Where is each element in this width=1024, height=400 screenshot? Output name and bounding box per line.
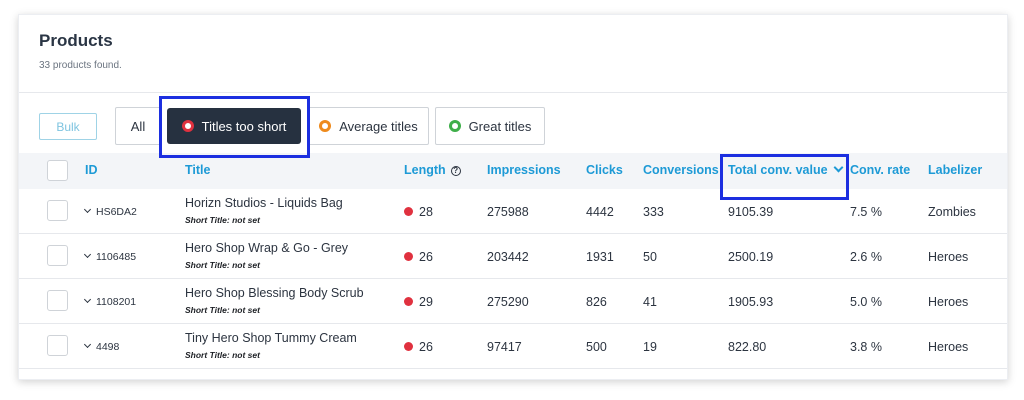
product-title: Hero Shop Wrap & Go - Grey	[185, 241, 349, 255]
filter-great-titles-label: Great titles	[468, 118, 532, 134]
row-id-value: 1108201	[96, 296, 137, 308]
filter-all-label: All	[130, 118, 146, 134]
red-status-dot-icon	[404, 342, 413, 351]
conv-rate-value: 7.5 %	[850, 205, 882, 219]
short-title: Short Title: not set	[185, 215, 260, 225]
conv-rate-value: 2.6 %	[850, 250, 882, 264]
title-length-value: 29	[419, 295, 433, 309]
title-length-value: 28	[419, 205, 433, 219]
conversions-value: 333	[643, 205, 664, 219]
column-header-id[interactable]: ID	[85, 163, 98, 177]
conv-rate-value: 3.8 %	[850, 340, 882, 354]
short-title: Short Title: not set	[185, 350, 260, 360]
bulk-button[interactable]: Bulk	[39, 113, 97, 140]
column-header-conversions[interactable]: Conversions	[643, 163, 719, 177]
title-length: 28	[404, 205, 433, 219]
expand-chevron-icon	[83, 295, 92, 304]
conv-rate-value: 5.0 %	[850, 295, 882, 309]
impressions-value: 97417	[487, 340, 522, 354]
orange-status-icon	[319, 120, 332, 132]
column-header-total-conv-value-label: Total conv. value	[728, 163, 828, 177]
product-title: Tiny Hero Shop Tummy Cream	[185, 331, 357, 345]
short-title: Short Title: not set	[185, 260, 260, 270]
row-checkbox[interactable]	[47, 290, 68, 311]
filter-titles-too-short-label: Titles too short	[201, 118, 287, 134]
clicks-value: 500	[586, 340, 607, 354]
conversions-value: 41	[643, 295, 657, 309]
row-id[interactable]: 1106485	[83, 250, 137, 263]
column-header-title[interactable]: Title	[185, 163, 211, 177]
title-length-value: 26	[419, 250, 433, 264]
labelizer-value: Heroes	[928, 295, 969, 309]
row-id[interactable]: 1108201	[83, 295, 137, 308]
products-card: Products 33 products found. Bulk All Tit…	[18, 14, 1008, 380]
help-icon[interactable]: ?	[450, 166, 461, 176]
total-conv-value: 9105.39	[728, 205, 774, 219]
red-status-dot-icon	[404, 297, 413, 306]
conversions-value: 19	[643, 340, 657, 354]
page-title: Products	[39, 31, 113, 50]
impressions-value: 275988	[487, 205, 529, 219]
clicks-value: 826	[586, 295, 607, 309]
filter-great-titles-button[interactable]: Great titles	[435, 107, 545, 145]
row-id-value: 4498	[96, 341, 120, 353]
labelizer-value: Heroes	[928, 340, 969, 354]
row-checkbox[interactable]	[47, 335, 68, 356]
table-row: 1106485 Hero Shop Wrap & Go - Grey Short…	[19, 234, 1007, 279]
product-title: Horizn Studios - Liquids Bag	[185, 196, 343, 210]
labelizer-value: Heroes	[928, 250, 969, 264]
table-row: HS6DA2 Horizn Studios - Liquids Bag Shor…	[19, 189, 1007, 234]
red-status-dot-icon	[404, 252, 413, 261]
table-header	[19, 153, 1007, 189]
sort-descending-icon	[833, 162, 844, 173]
column-header-labelizer[interactable]: Labelizer	[928, 163, 983, 177]
table-row: 1108201 Hero Shop Blessing Body Scrub Sh…	[19, 279, 1007, 324]
filter-all-button[interactable]: All	[115, 107, 161, 145]
clicks-value: 4442	[586, 205, 614, 219]
green-status-icon	[448, 120, 461, 132]
expand-chevron-icon	[83, 205, 92, 214]
expand-chevron-icon	[83, 340, 92, 349]
column-header-impressions[interactable]: Impressions	[487, 163, 561, 177]
row-id[interactable]: HS6DA2	[83, 205, 137, 218]
title-length-value: 26	[419, 340, 433, 354]
column-header-length[interactable]: Length?	[404, 163, 461, 177]
column-header-conv-rate[interactable]: Conv. rate	[850, 163, 911, 177]
filter-titles-too-short-button[interactable]: Titles too short	[167, 108, 301, 144]
labelizer-value: Zombies	[928, 205, 976, 219]
red-status-dot-icon	[404, 207, 413, 216]
title-length: 26	[404, 340, 433, 354]
impressions-value: 275290	[487, 295, 529, 309]
title-length: 26	[404, 250, 433, 264]
expand-chevron-icon	[83, 250, 92, 259]
impressions-value: 203442	[487, 250, 529, 264]
clicks-value: 1931	[586, 250, 614, 264]
red-status-icon	[181, 120, 194, 132]
filter-average-titles-button[interactable]: Average titles	[308, 107, 429, 145]
conversions-value: 50	[643, 250, 657, 264]
row-checkbox[interactable]	[47, 245, 68, 266]
product-title: Hero Shop Blessing Body Scrub	[185, 286, 364, 300]
products-count: 33 products found.	[39, 60, 122, 71]
row-id[interactable]: 4498	[83, 340, 120, 353]
table-row: 4498 Tiny Hero Shop Tummy Cream Short Ti…	[19, 324, 1007, 369]
title-length: 29	[404, 295, 433, 309]
row-checkbox[interactable]	[47, 200, 68, 221]
short-title: Short Title: not set	[185, 305, 260, 315]
total-conv-value: 1905.93	[728, 295, 774, 309]
filter-average-titles-label: Average titles	[339, 118, 418, 134]
row-id-value: 1106485	[96, 251, 137, 263]
column-header-clicks[interactable]: Clicks	[586, 163, 623, 177]
column-header-total-conv-value[interactable]: Total conv. value	[728, 162, 844, 177]
total-conv-value: 2500.19	[728, 250, 774, 264]
select-all-checkbox[interactable]	[47, 160, 68, 181]
total-conv-value: 822.80	[728, 340, 767, 354]
row-id-value: HS6DA2	[96, 206, 137, 218]
column-header-length-label: Length	[404, 163, 446, 177]
page-header: Products 33 products found.	[19, 15, 1007, 93]
